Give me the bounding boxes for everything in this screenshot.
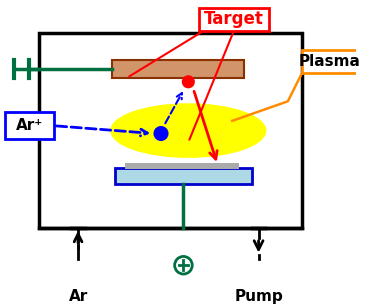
Text: Ar⁺: Ar⁺ xyxy=(16,118,43,133)
Text: Pump: Pump xyxy=(234,289,283,304)
Text: Plasma: Plasma xyxy=(298,54,360,69)
Bar xyxy=(5,112,54,139)
Bar xyxy=(39,33,303,228)
Circle shape xyxy=(182,76,194,88)
Ellipse shape xyxy=(110,103,266,158)
Text: Target: Target xyxy=(204,10,264,28)
Text: Ar: Ar xyxy=(68,289,88,304)
Bar xyxy=(112,60,244,78)
FancyBboxPatch shape xyxy=(301,50,357,73)
FancyBboxPatch shape xyxy=(199,8,269,31)
Bar xyxy=(115,168,252,184)
Bar xyxy=(125,163,239,169)
Circle shape xyxy=(154,127,168,140)
